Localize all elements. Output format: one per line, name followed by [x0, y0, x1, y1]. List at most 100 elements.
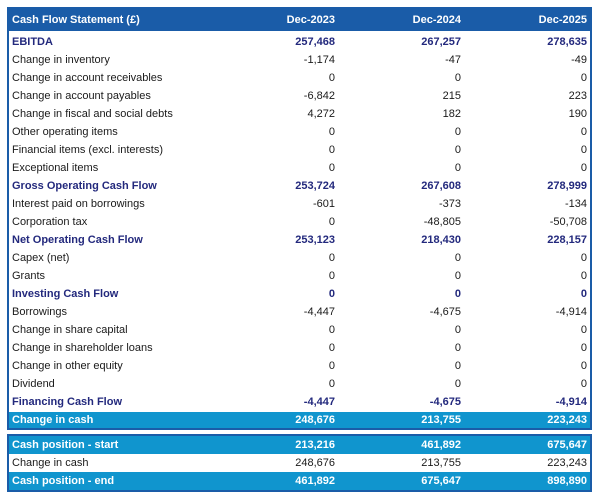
table-row: Exceptional items 0 0 0	[9, 159, 590, 177]
row-value: 182	[442, 108, 461, 120]
row-value: 190	[568, 108, 587, 120]
row-value: 0	[580, 360, 587, 372]
row-label: Corporation tax	[12, 216, 88, 228]
table-row: Change in fiscal and social debts 4,272 18…	[9, 105, 590, 123]
row-value: 0	[454, 324, 461, 336]
row-label: Exceptional items	[12, 162, 99, 174]
row-label: Interest paid on borrowings	[12, 198, 145, 210]
row-value: -4,914	[555, 396, 587, 408]
column-header-dec-2024: Dec-2024	[412, 14, 461, 26]
row-value: 228,157	[547, 234, 587, 246]
row-value: 215	[442, 90, 461, 102]
row-value: 213,755	[421, 457, 461, 469]
row-value: 0	[328, 144, 335, 156]
table-body: EBITDA 257,468 267,257 278,635 Change in inv…	[9, 33, 590, 428]
row-value: 0	[328, 324, 335, 336]
table-row: Change in other equity 0 0 0	[9, 357, 590, 375]
row-label: Dividend	[12, 378, 55, 390]
row-label: Grants	[12, 270, 46, 282]
row-label: Investing Cash Flow	[12, 288, 119, 300]
table-row: Change in cash 248,676 213,755 223,243	[9, 411, 590, 428]
table-title: Cash Flow Statement (£)	[12, 14, 140, 26]
table-row: Interest paid on borrowings -601 -373 -134	[9, 195, 590, 213]
row-value: -49	[571, 54, 587, 66]
row-value: 0	[328, 360, 335, 372]
row-value: 0	[580, 144, 587, 156]
row-value: 0	[328, 216, 335, 228]
row-value: 213,755	[421, 414, 461, 426]
row-value: 248,676	[295, 457, 335, 469]
table-row: Cash position - start 213,216 461,892 675,6…	[9, 436, 590, 454]
row-value: 0	[454, 342, 461, 354]
row-value: 218,430	[421, 234, 461, 246]
table-row: Change in cash 248,676 213,755 223,243	[9, 454, 590, 472]
table-row: Financing Cash Flow -4,447 -4,675 -4,914	[9, 393, 590, 411]
table-row: Financial items (excl. interests) 0 0 0	[9, 141, 590, 159]
row-value: -47	[445, 54, 461, 66]
column-header-dec-2025: Dec-2025	[538, 14, 587, 26]
row-label: Cash position - start	[12, 439, 119, 451]
row-value: 278,635	[547, 36, 587, 48]
table-row: Investing Cash Flow 0 0 0	[9, 285, 590, 303]
row-value: -4,675	[429, 306, 461, 318]
row-value: -50,708	[549, 216, 587, 228]
row-value: 898,890	[547, 475, 587, 487]
row-value: -373	[438, 198, 461, 210]
table-row: Dividend 0 0 0	[9, 375, 590, 393]
row-label: Gross Operating Cash Flow	[12, 180, 157, 192]
row-value: 0	[454, 378, 461, 390]
row-value: 0	[580, 324, 587, 336]
row-label: Change in share capital	[12, 324, 128, 336]
row-value: 0	[580, 252, 587, 264]
row-value: 675,647	[421, 475, 461, 487]
table-row: Gross Operating Cash Flow 253,724 267,608 2…	[9, 177, 590, 195]
table-row: Change in inventory -1,174 -47 -49	[9, 51, 590, 69]
row-value: 0	[580, 270, 587, 282]
row-value: 0	[328, 342, 335, 354]
table-row: Grants 0 0 0	[9, 267, 590, 285]
row-value: -134	[564, 198, 587, 210]
row-label: Capex (net)	[12, 252, 70, 264]
cash-position-table: Cash position - start 213,216 461,892 675,6…	[7, 434, 592, 492]
table-row: Other operating items 0 0 0	[9, 123, 590, 141]
table-row: Net Operating Cash Flow 253,123 218,430 228…	[9, 231, 590, 249]
row-label: Financial items (excl. interests)	[12, 144, 163, 156]
row-value: -48,805	[423, 216, 461, 228]
row-value: 267,608	[421, 180, 461, 192]
row-label: Change in cash	[12, 414, 94, 426]
row-value: -4,914	[555, 306, 587, 318]
table-row: Capex (net) 0 0 0	[9, 249, 590, 267]
row-value: 0	[580, 342, 587, 354]
row-value: 0	[454, 162, 461, 174]
table-header-row: Cash Flow Statement (£) Dec-2023 Dec-202…	[9, 9, 590, 33]
row-value: 0	[328, 162, 335, 174]
row-value: 0	[454, 72, 461, 84]
row-value: -6,842	[303, 90, 335, 102]
table-row: Change in shareholder loans 0 0 0	[9, 339, 590, 357]
row-value: 0	[580, 162, 587, 174]
row-value: 675,647	[547, 439, 587, 451]
row-label: Change in fiscal and social debts	[12, 108, 173, 120]
row-value: 0	[328, 270, 335, 282]
row-value: 461,892	[295, 475, 335, 487]
row-value: 267,257	[421, 36, 461, 48]
row-value: 0	[454, 360, 461, 372]
row-value: 257,468	[295, 36, 335, 48]
table-row: EBITDA 257,468 267,257 278,635	[9, 33, 590, 51]
row-label: Change in cash	[12, 457, 89, 469]
table-row: Change in account payables -6,842 215 223	[9, 87, 590, 105]
row-value: 0	[580, 126, 587, 138]
row-label: EBITDA	[12, 36, 53, 48]
cash-flow-table: Cash Flow Statement (£) Dec-2023 Dec-202…	[7, 7, 592, 430]
row-value: 0	[454, 126, 461, 138]
row-label: Financing Cash Flow	[12, 396, 123, 408]
row-value: 0	[454, 288, 461, 300]
row-value: 223	[568, 90, 587, 102]
row-value: -4,447	[303, 306, 335, 318]
row-value: 0	[454, 144, 461, 156]
row-value: 0	[580, 72, 587, 84]
row-value: -4,675	[429, 396, 461, 408]
row-label: Change in shareholder loans	[12, 342, 153, 354]
table-row: Borrowings -4,447 -4,675 -4,914	[9, 303, 590, 321]
